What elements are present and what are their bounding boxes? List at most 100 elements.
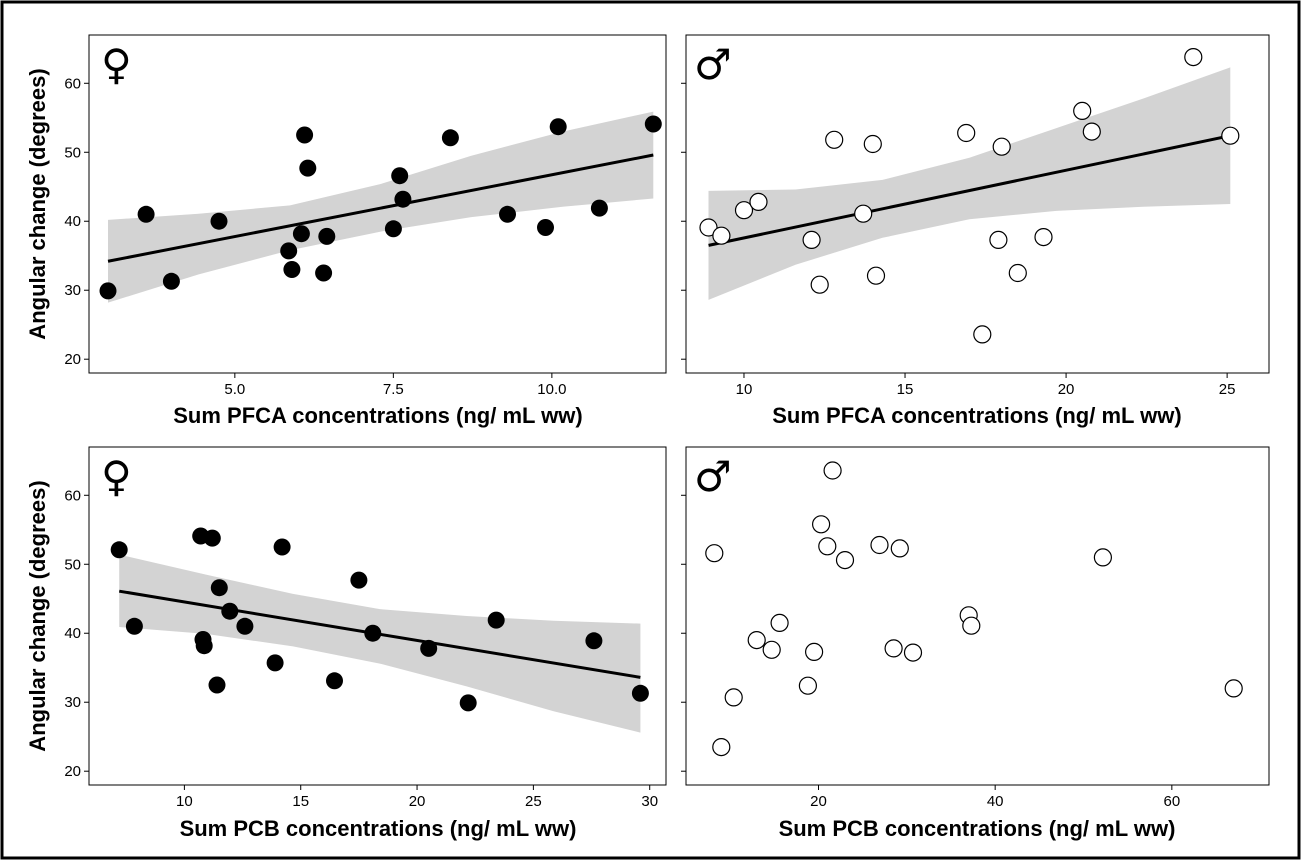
y-tick-label: 40 [64,625,81,642]
data-point [747,630,766,650]
y-tick-label: 60 [64,75,81,92]
data-point [712,226,731,245]
x-tick-label: 25 [525,793,542,810]
confidence-band [119,554,641,733]
data-point [802,230,821,249]
y-tick-label: 20 [64,351,81,368]
x-tick-label: 20 [409,793,426,810]
data-point [962,616,981,635]
data-point [890,539,909,558]
data-point [210,579,228,597]
data-point [266,654,284,672]
data-point [804,642,824,662]
x-tick-label: 7.5 [383,381,404,398]
confidence-band [708,67,1231,300]
data-point [384,220,402,238]
data-point [296,126,314,144]
data-point [1224,679,1243,698]
x-tick-label: 20 [810,793,827,810]
data-point [391,167,409,185]
x-axis-title: Sum PCB concentrations (ng/ mL ww) [180,816,577,841]
data-point [818,537,837,556]
data-point [280,242,298,260]
data-point [420,639,438,657]
data-point [1184,47,1203,67]
data-point [549,118,567,136]
regression-line [107,153,654,263]
data-point [1221,126,1240,145]
y-axis-title: Angular change (degrees) [25,480,50,751]
data-point [957,123,976,143]
data-point [724,688,743,707]
data-point [903,643,923,662]
data-point [734,201,754,220]
data-point [1073,101,1092,121]
data-point [236,617,254,635]
data-point [137,205,155,223]
data-point [1034,228,1053,247]
data-point [441,129,459,147]
data-point [705,544,724,563]
data-point [870,535,889,555]
y-tick-label: 40 [64,213,81,230]
data-point [292,225,310,243]
data-point [992,137,1011,156]
panel-female-pfca: 5.0 7.5 10.0 20 30 40 50 60 ♀ Sum PFCA concent… [25,34,667,428]
data-point [499,205,516,223]
x-tick-label: 60 [1163,793,1180,810]
panel-male-pcb: 20 40 60 ♂ Sum PCB concentrations (ng/ mL … [681,446,1270,841]
y-tick-label: 50 [64,144,81,161]
data-point [273,538,291,556]
data-point [835,550,855,570]
male-symbol-icon: ♂ [694,40,732,89]
data-point [825,130,844,149]
x-tick-label: 10 [736,381,753,398]
data-point [854,204,873,223]
x-tick-label: 10.0 [537,381,566,398]
data-point [203,529,221,547]
y-tick-label: 30 [64,282,81,299]
data-point [315,264,333,282]
data-point [459,694,477,712]
panel-male-pfca: 10 15 20 25 ♂ Sum PFCA concentrations (ng/ … [681,34,1270,428]
data-point [823,461,842,480]
data-point [863,134,882,154]
data-point [221,602,239,620]
data-point [326,672,343,690]
data-point [749,192,768,211]
female-symbol-icon: ♀ [101,40,132,89]
data-point [350,571,368,589]
panel-female-pcb: 10 15 20 25 30 20 30 40 50 60 ♀ Sum PCB concentr… [25,446,667,841]
data-point [283,261,301,278]
x-axis-title: Sum PFCA concentrations (ng/ mL ww) [173,403,582,428]
data-point [1082,122,1101,141]
data-point [364,624,382,642]
data-point [631,684,649,702]
data-point [1093,548,1113,567]
y-tick-label: 50 [64,556,81,573]
x-tick-label: 15 [292,793,309,810]
data-point [208,676,226,694]
x-tick-label: 30 [641,793,658,810]
x-tick-label: 20 [1058,381,1075,398]
y-axis-title: Angular change (degrees) [25,68,50,339]
data-point [973,325,992,344]
x-tick-label: 5.0 [224,381,245,398]
data-point [699,218,718,237]
data-point [487,611,505,629]
male-symbol-icon: ♂ [694,452,732,501]
data-point [798,676,818,695]
y-tick-label: 60 [64,487,81,504]
x-tick-label: 10 [176,793,193,810]
data-point [210,212,228,230]
x-axis-title: Sum PFCA concentrations (ng/ mL ww) [772,403,1181,428]
data-point [299,159,317,177]
regression-line [708,134,1231,247]
data-point [762,640,781,659]
data-point [770,613,789,633]
y-tick-label: 20 [64,763,81,780]
data-point [537,219,554,236]
data-point [110,541,128,559]
